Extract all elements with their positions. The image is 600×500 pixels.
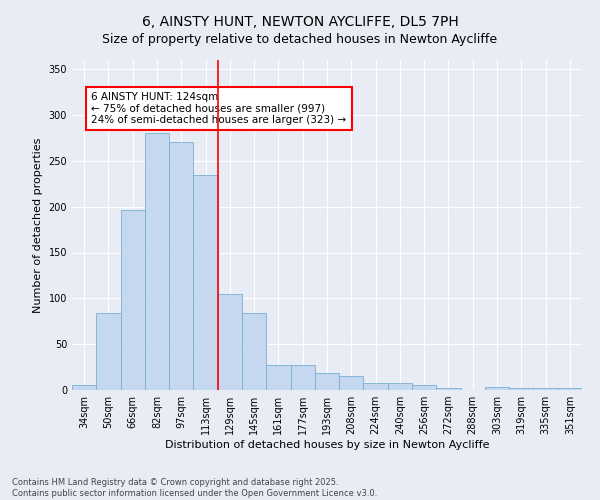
Bar	[145, 134, 169, 390]
Bar	[218, 294, 242, 390]
Bar	[558, 388, 582, 390]
Bar	[266, 365, 290, 390]
Bar	[339, 376, 364, 390]
Bar	[436, 388, 461, 390]
Bar	[72, 384, 96, 390]
Bar	[290, 365, 315, 390]
Text: 6, AINSTY HUNT, NEWTON AYCLIFFE, DL5 7PH: 6, AINSTY HUNT, NEWTON AYCLIFFE, DL5 7PH	[142, 15, 458, 29]
Bar	[193, 174, 218, 390]
Bar	[412, 386, 436, 390]
X-axis label: Distribution of detached houses by size in Newton Aycliffe: Distribution of detached houses by size …	[165, 440, 489, 450]
Text: Size of property relative to detached houses in Newton Aycliffe: Size of property relative to detached ho…	[103, 32, 497, 46]
Bar	[169, 142, 193, 390]
Bar	[121, 210, 145, 390]
Y-axis label: Number of detached properties: Number of detached properties	[33, 138, 43, 312]
Bar	[315, 372, 339, 390]
Bar	[485, 387, 509, 390]
Bar	[96, 313, 121, 390]
Bar	[388, 382, 412, 390]
Bar	[364, 382, 388, 390]
Text: Contains HM Land Registry data © Crown copyright and database right 2025.
Contai: Contains HM Land Registry data © Crown c…	[12, 478, 377, 498]
Bar	[509, 388, 533, 390]
Bar	[242, 313, 266, 390]
Text: 6 AINSTY HUNT: 124sqm
← 75% of detached houses are smaller (997)
24% of semi-det: 6 AINSTY HUNT: 124sqm ← 75% of detached …	[91, 92, 347, 126]
Bar	[533, 388, 558, 390]
